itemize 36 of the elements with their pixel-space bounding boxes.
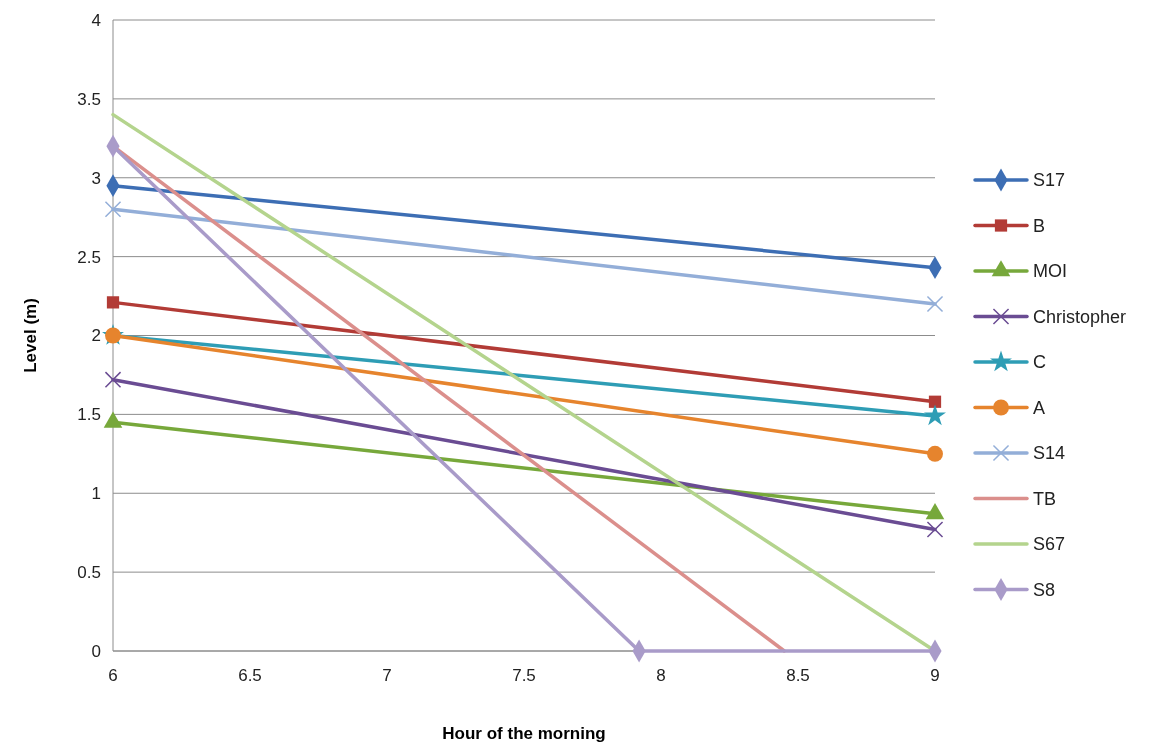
y-tick-label: 1.5: [77, 405, 101, 425]
legend-label: A: [1033, 397, 1046, 418]
x-tick-label: 7: [382, 666, 392, 685]
legend-label: TB: [1033, 488, 1057, 509]
legend-label: S17: [1033, 170, 1066, 191]
y-tick-label: 0: [91, 641, 101, 661]
x-tick-label: 7.5: [512, 666, 536, 685]
point: [928, 395, 942, 408]
legend-label: C: [1033, 352, 1046, 373]
point: [926, 295, 944, 313]
y-tick-label: 2: [91, 326, 101, 346]
x-tick-label: 6: [108, 666, 118, 685]
x-tick-label: 8.5: [786, 666, 810, 685]
point: [104, 371, 122, 388]
point: [106, 296, 120, 309]
x-tick-label: 6.5: [238, 666, 262, 685]
legend-label: Christopher: [1033, 306, 1127, 327]
legend-label: S14: [1033, 443, 1066, 464]
legend-label: MOI: [1033, 261, 1067, 282]
x-axis-title: Hour of the morning: [442, 724, 606, 743]
y-tick-label: 0.5: [77, 563, 101, 583]
point: [924, 404, 946, 426]
y-tick-label: 4: [91, 10, 101, 30]
legend-label: S67: [1033, 534, 1066, 555]
point: [104, 201, 122, 218]
y-tick-label: 3: [91, 168, 101, 188]
x-tick-label: 8: [656, 666, 666, 685]
point: [926, 521, 944, 538]
y-axis-title: Level (m): [21, 298, 40, 373]
legend-label: S8: [1033, 579, 1056, 600]
x-tick-label: 9: [930, 666, 940, 685]
y-tick-label: 2.5: [77, 247, 101, 267]
y-tick-label: 1: [91, 484, 101, 504]
point: [927, 445, 943, 462]
y-tick-label: 3.5: [77, 89, 101, 109]
legend-label: B: [1033, 215, 1046, 236]
